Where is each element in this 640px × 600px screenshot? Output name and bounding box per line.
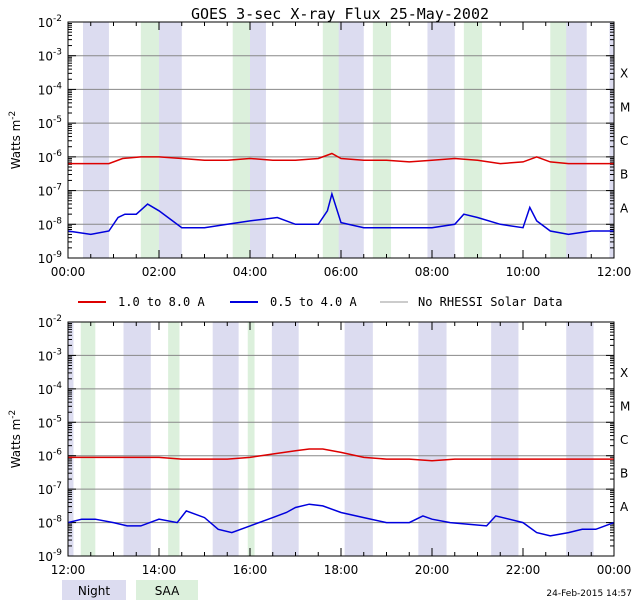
y-tick-label-0: 10-9 — [38, 548, 63, 564]
x-tick-label-0: 00:00 — [51, 265, 86, 279]
class-label-C: C — [620, 134, 628, 148]
night-band-5 — [418, 322, 447, 556]
class-label-B: B — [620, 168, 628, 182]
class-label-M: M — [620, 400, 630, 414]
y-tick-label-3: 10-6 — [38, 448, 63, 464]
class-label-X: X — [620, 67, 628, 81]
night-band-2 — [247, 22, 266, 258]
saa-band-4 — [463, 22, 483, 258]
night-band-2 — [212, 322, 239, 556]
class-label-B: B — [620, 466, 628, 480]
y-tick-label-7: 10-2 — [38, 314, 62, 330]
night-band-7 — [566, 322, 594, 556]
x-tick-label-4: 20:00 — [415, 563, 450, 577]
series-line-long — [68, 152, 614, 165]
y-tick-label-6: 10-3 — [38, 48, 62, 64]
x-tick-label-5: 22:00 — [506, 563, 541, 577]
y-tick-label-4: 10-5 — [38, 414, 62, 430]
night-band-1 — [123, 322, 151, 556]
y-tick-label-3: 10-6 — [38, 149, 63, 165]
x-tick-label-1: 02:00 — [142, 265, 177, 279]
saa-band-1 — [168, 322, 180, 556]
legend-short-label: 0.5 to 4.0 A — [270, 295, 357, 309]
y-tick-label-4: 10-5 — [38, 115, 62, 131]
saa-band-5 — [550, 22, 567, 258]
top-panel: 10-9 10-8 10-7 10-6 10-5 10-4 10-3 10-2 00:00 02:… — [8, 14, 631, 279]
y-tick-label-0: 10-9 — [38, 250, 63, 266]
y-axis-label: Watts m-2 — [8, 410, 23, 469]
x-tick-label-3: 06:00 — [324, 265, 359, 279]
series-line-long — [68, 448, 614, 462]
band-legend: Night SAA — [62, 580, 198, 600]
night-band-4 — [344, 322, 373, 556]
night-band-6 — [609, 22, 614, 258]
y-tick-label-1: 10-8 — [38, 515, 63, 531]
saa-band-0 — [140, 22, 159, 258]
night-band-1 — [155, 22, 182, 258]
y-tick-label-6: 10-3 — [38, 347, 62, 363]
series-line-short — [67, 503, 615, 537]
class-label-C: C — [620, 433, 628, 447]
legend-saa-label: SAA — [155, 584, 180, 598]
legend-norhessi-label: No RHESSI Solar Data — [418, 295, 563, 309]
legend-saa-swatch — [136, 580, 198, 600]
series-line-short — [67, 191, 614, 236]
night-band-0 — [68, 322, 74, 556]
x-tick-label-2: 16:00 — [233, 563, 268, 577]
y-tick-label-2: 10-7 — [38, 481, 62, 497]
saa-band-1 — [232, 22, 250, 258]
legend-long-label: 1.0 to 8.0 A — [118, 295, 205, 309]
x-tick-label-6: 00:00 — [597, 563, 632, 577]
x-tick-label-4: 08:00 — [415, 265, 450, 279]
night-band-5 — [563, 22, 587, 258]
legend-night-label: Night — [78, 584, 111, 598]
night-band-3 — [337, 22, 364, 258]
saa-band-3 — [372, 22, 392, 258]
class-label-A: A — [620, 201, 629, 215]
y-tick-label-2: 10-7 — [38, 183, 62, 199]
y-tick-label-7: 10-2 — [38, 14, 62, 30]
footer-timestamp: 24-Feb-2015 14:57 — [546, 589, 632, 599]
y-tick-label-1: 10-8 — [38, 216, 63, 232]
class-label-M: M — [620, 100, 630, 114]
legend-night-swatch — [62, 580, 126, 600]
y-tick-label-5: 10-4 — [38, 81, 63, 97]
y-tick-label-5: 10-4 — [38, 381, 63, 397]
night-band-3 — [271, 322, 299, 556]
saa-band-2 — [247, 322, 255, 556]
class-label-X: X — [620, 366, 628, 380]
night-band-0 — [83, 22, 109, 258]
x-tick-label-3: 18:00 — [324, 563, 359, 577]
x-tick-label-6: 12:00 — [597, 265, 632, 279]
x-tick-label-0: 12:00 — [51, 563, 86, 577]
bottom-panel: 10-9 10-8 10-7 10-6 10-5 10-4 10-3 10-2 12:00 14:… — [8, 314, 631, 577]
plot-frame — [67, 321, 615, 557]
plot-frame — [67, 21, 615, 259]
y-axis-label: Watts m-2 — [8, 111, 23, 170]
series-legend: 1.0 to 8.0 A 0.5 to 4.0 A No RHESSI Sola… — [78, 295, 563, 309]
saa-band-0 — [80, 322, 96, 556]
chart-title: GOES 3-sec X-ray Flux 25-May-2002 — [191, 5, 489, 23]
x-tick-label-2: 04:00 — [233, 265, 268, 279]
night-band-4 — [427, 22, 455, 258]
x-tick-label-1: 14:00 — [142, 563, 177, 577]
x-tick-label-5: 10:00 — [506, 265, 541, 279]
saa-band-2 — [322, 22, 339, 258]
class-label-A: A — [620, 500, 629, 514]
